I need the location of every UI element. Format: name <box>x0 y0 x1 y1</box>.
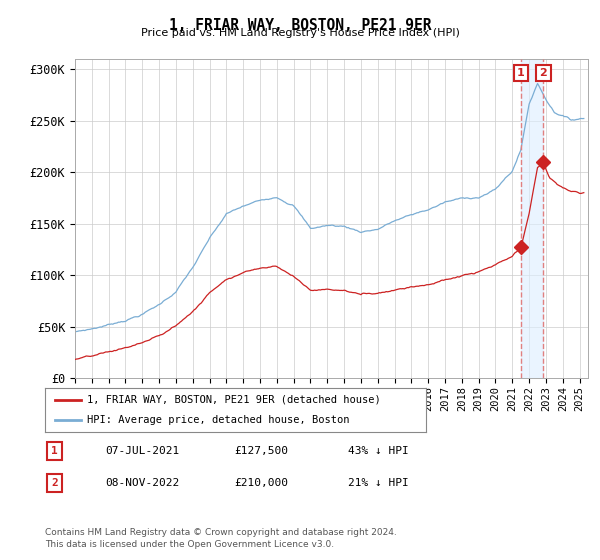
Text: 08-NOV-2022: 08-NOV-2022 <box>105 478 179 488</box>
Text: 1: 1 <box>517 68 525 78</box>
Text: Price paid vs. HM Land Registry's House Price Index (HPI): Price paid vs. HM Land Registry's House … <box>140 28 460 38</box>
Bar <box>521 59 544 378</box>
Text: HPI: Average price, detached house, Boston: HPI: Average price, detached house, Bost… <box>87 415 349 425</box>
Text: 1, FRIAR WAY, BOSTON, PE21 9ER (detached house): 1, FRIAR WAY, BOSTON, PE21 9ER (detached… <box>87 395 380 405</box>
Text: 2: 2 <box>539 68 547 78</box>
Text: Contains HM Land Registry data © Crown copyright and database right 2024.
This d: Contains HM Land Registry data © Crown c… <box>45 528 397 549</box>
Text: 07-JUL-2021: 07-JUL-2021 <box>105 446 179 456</box>
Text: 2: 2 <box>51 478 58 488</box>
Text: £127,500: £127,500 <box>234 446 288 456</box>
Text: 21% ↓ HPI: 21% ↓ HPI <box>348 478 409 488</box>
Text: 43% ↓ HPI: 43% ↓ HPI <box>348 446 409 456</box>
Text: 1, FRIAR WAY, BOSTON, PE21 9ER: 1, FRIAR WAY, BOSTON, PE21 9ER <box>169 18 431 33</box>
Text: £210,000: £210,000 <box>234 478 288 488</box>
Text: 1: 1 <box>51 446 58 456</box>
